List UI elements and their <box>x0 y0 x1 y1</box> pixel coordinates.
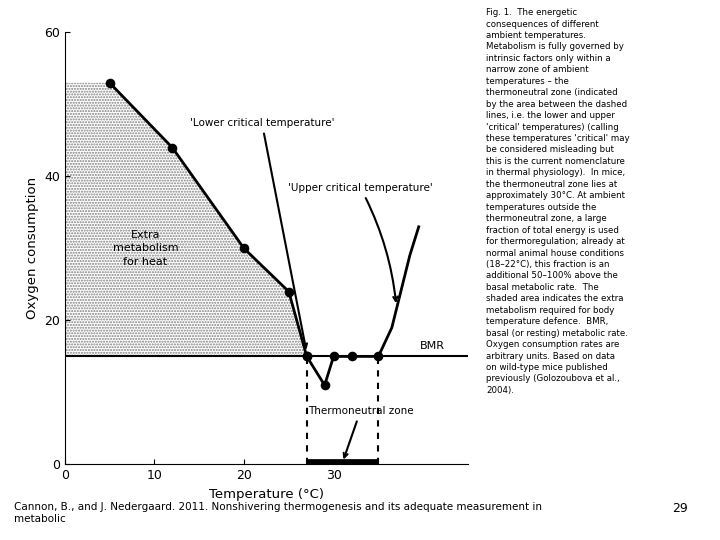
Point <box>373 352 384 361</box>
Text: Cannon, B., and J. Nedergaard. 2011. Nonshivering thermogenesis and its adequate: Cannon, B., and J. Nedergaard. 2011. Non… <box>14 502 542 524</box>
Point <box>328 352 339 361</box>
Text: BMR: BMR <box>420 341 445 350</box>
Text: 29: 29 <box>672 502 688 515</box>
Point <box>104 78 115 87</box>
Polygon shape <box>65 83 307 356</box>
Point <box>301 352 312 361</box>
Text: 'Upper critical temperature': 'Upper critical temperature' <box>288 183 433 301</box>
Point <box>319 381 330 389</box>
Y-axis label: Oxygen consumption: Oxygen consumption <box>25 177 38 320</box>
Point <box>166 143 178 152</box>
Point <box>283 287 294 296</box>
Text: Thermoneutral zone: Thermoneutral zone <box>307 406 413 457</box>
Point <box>238 244 250 253</box>
Text: Fig. 1.  The energetic
consequences of different
ambient temperatures.
Metabolis: Fig. 1. The energetic consequences of di… <box>486 8 629 395</box>
Text: Extra
metabolism
for heat: Extra metabolism for heat <box>112 230 179 267</box>
X-axis label: Temperature (°C): Temperature (°C) <box>209 488 324 501</box>
Point <box>346 352 357 361</box>
Text: 'Lower critical temperature': 'Lower critical temperature' <box>189 118 334 348</box>
Point <box>301 352 312 361</box>
